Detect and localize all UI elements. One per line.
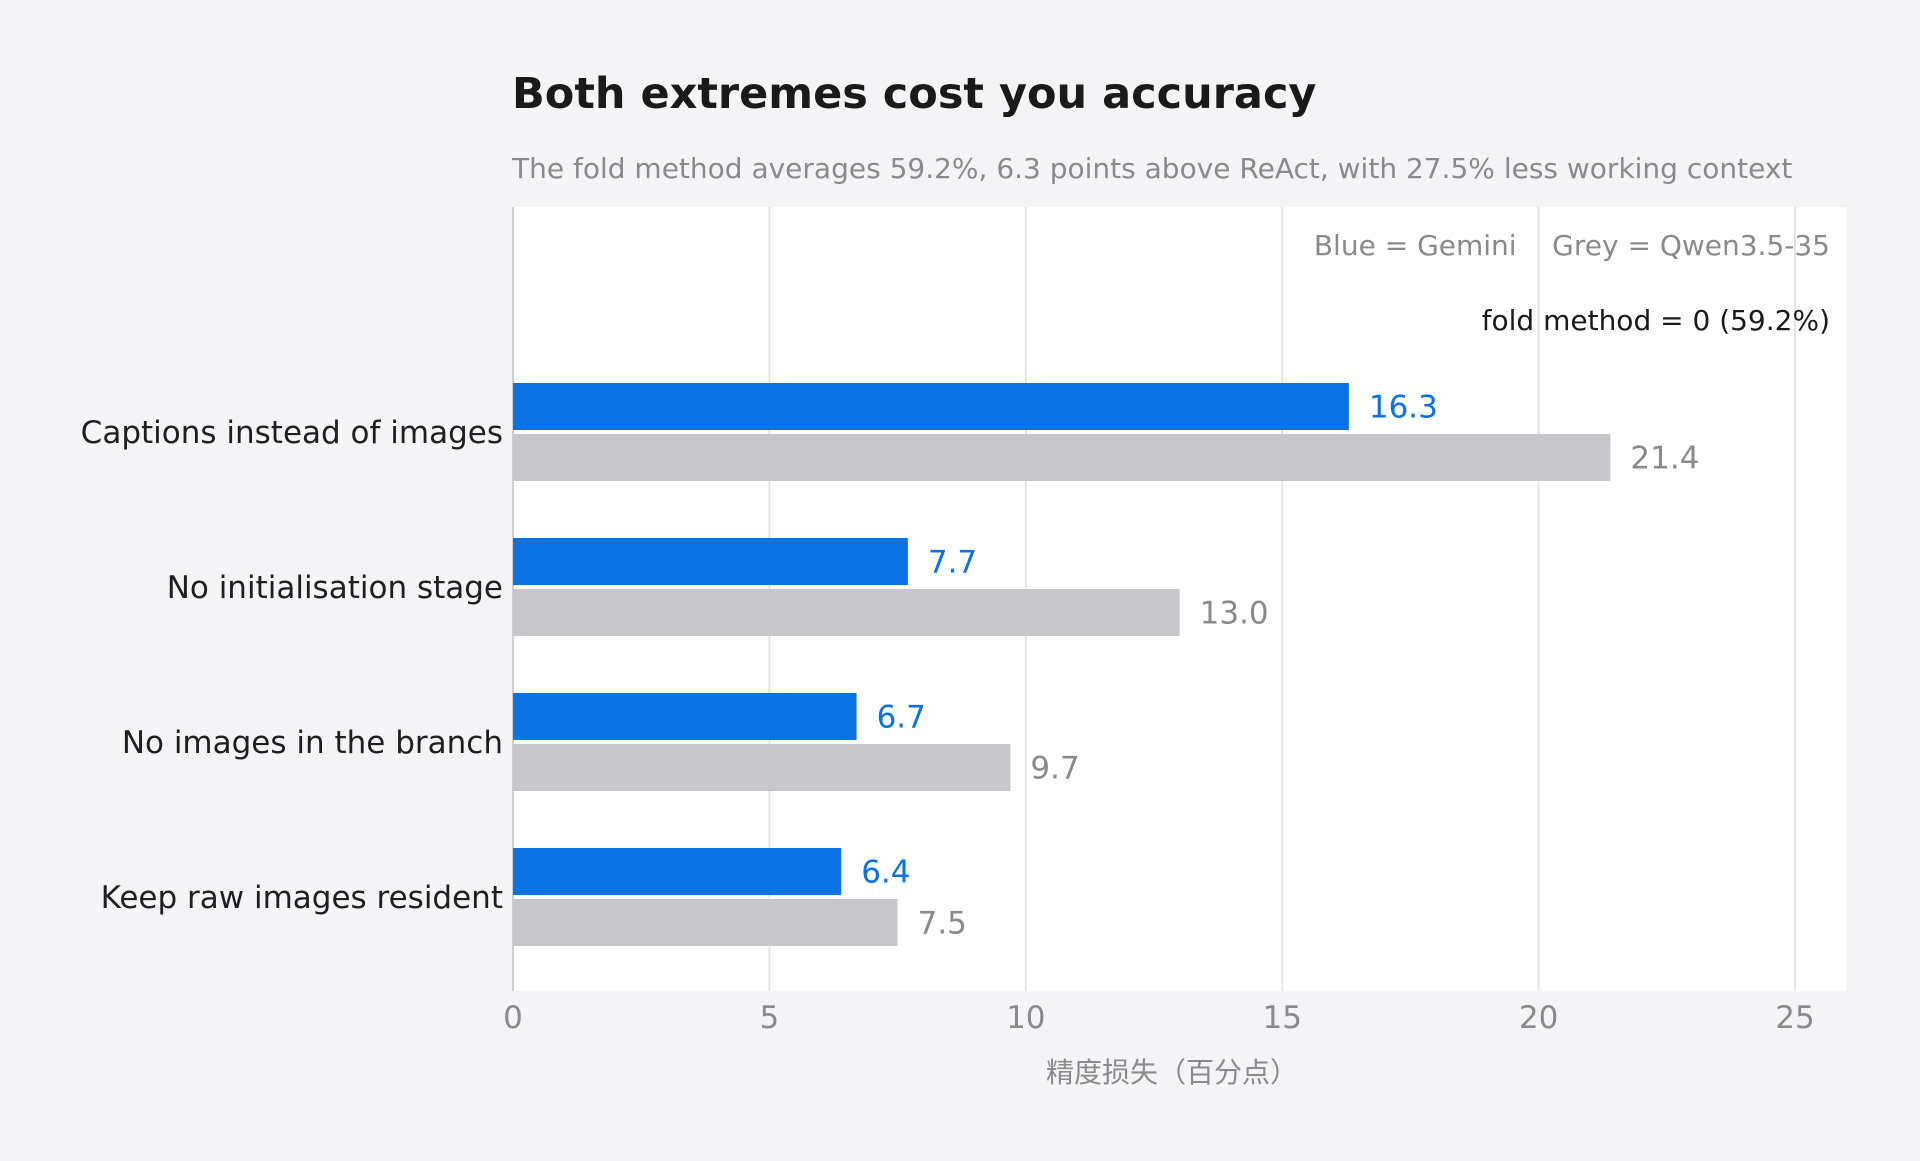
data-label: 21.4 [1630,441,1699,477]
x-tick-label: 10 [1006,1000,1045,1036]
bar-gemini [513,693,857,740]
legend-text: Blue = Gemini Grey = Qwen3.5-35 [1314,229,1830,262]
x-tick-label: 15 [1262,1000,1301,1036]
data-label: 7.5 [918,906,967,942]
bar-gemini [513,538,908,585]
category-label: Keep raw images resident [101,880,503,916]
bars-layer [513,383,1611,946]
x-tick-label: 5 [760,1000,780,1036]
x-tick-label: 0 [503,1000,523,1036]
baseline-annotation: fold method = 0 (59.2%) [1482,304,1830,337]
bar-qwen3-5-35 [513,899,898,946]
bar-gemini [513,383,1349,430]
x-tick-label: 25 [1775,1000,1814,1036]
x-axis-label: 精度损失（百分点） [1046,1056,1298,1089]
data-label: 16.3 [1369,390,1438,426]
x-tick-label: 20 [1519,1000,1558,1036]
category-label: Captions instead of images [81,415,503,451]
data-label: 7.7 [928,545,977,581]
chart-title: Both extremes cost you accuracy [512,69,1316,119]
data-label: 9.7 [1030,751,1079,787]
category-label: No initialisation stage [167,570,503,606]
bar-qwen3-5-35 [513,744,1011,791]
chart-subtitle: The fold method averages 59.2%, 6.3 poin… [511,152,1792,185]
labels-layer: Captions instead of images 16.3 21.4 No ini… [81,390,1700,942]
data-label: 6.7 [877,700,926,736]
data-label: 6.4 [861,855,910,891]
bar-gemini [513,848,842,895]
data-label: 13.0 [1200,596,1269,632]
bar-qwen3-5-35 [513,589,1180,636]
ticks-layer: 0 5 10 15 20 25 [503,1000,1815,1036]
bar-qwen3-5-35 [513,434,1611,481]
category-label: No images in the branch [122,725,503,761]
